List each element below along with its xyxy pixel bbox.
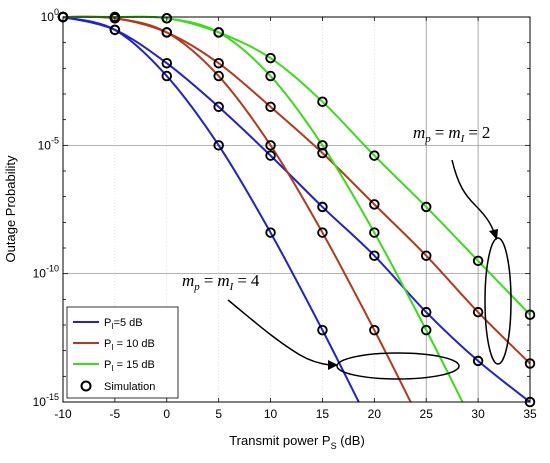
simulation-point [265, 70, 276, 82]
simulation-point [161, 70, 173, 82]
x-tick-label: 20 [368, 407, 382, 421]
annotation-m2: mp = mI = 2 [413, 123, 512, 365]
y-tick-label: 10-10 [33, 264, 59, 281]
simulation-point [109, 24, 121, 36]
simulation-point [472, 255, 484, 267]
x-tick-label: 10 [264, 407, 278, 421]
legend-item-pi-5: PI=5 dB [73, 317, 143, 331]
annotation-m4-arrowhead [328, 360, 338, 370]
simulation-point [472, 355, 484, 367]
simulation-point [161, 27, 173, 38]
x-tick-label: 30 [471, 407, 485, 421]
annotation-m2-arrowhead [489, 229, 498, 240]
x-tick-label: 5 [215, 407, 222, 421]
x-tick-label: 15 [316, 407, 330, 421]
simulation-point [369, 227, 380, 238]
x-axis-label: Transmit power PS (dB) [229, 433, 365, 451]
svg-text:Simulation: Simulation [104, 381, 155, 393]
simulation-point [420, 250, 432, 261]
y-axis-label: Outage Probability [3, 155, 18, 262]
simulation-point [265, 150, 276, 161]
simulation-point [420, 201, 432, 213]
simulation-point [161, 57, 173, 69]
simulation-point [317, 324, 328, 336]
simulation-point [472, 306, 484, 318]
plot-frame [62, 16, 531, 403]
simulation-point [317, 140, 328, 151]
grid-lines [63, 17, 530, 402]
svg-text:PI = 10 dB: PI = 10 dB [104, 338, 155, 352]
x-tick-label: -5 [110, 407, 121, 421]
legend-item-pi-15: PI = 15 dB [73, 359, 155, 373]
y-tick-label: 100 [41, 7, 59, 24]
y-axis-ticks: 100 10-5 10-10 10-15 [33, 7, 530, 409]
simulation-point [265, 52, 276, 64]
x-tick-label: 25 [420, 407, 434, 421]
simulation-point [317, 201, 328, 213]
x-tick-label: 35 [523, 407, 537, 421]
simulation-point [213, 27, 224, 38]
simulation-point [317, 96, 328, 107]
simulation-point [213, 101, 224, 113]
simulation-point [369, 250, 380, 261]
x-tick-label: 0 [163, 407, 170, 421]
annotation-m4-ellipse [336, 352, 460, 380]
legend-marker-simulation [80, 380, 92, 392]
simulation-point [265, 140, 276, 151]
simulation-point [420, 306, 432, 318]
y-tick-label: 10-5 [38, 135, 59, 152]
series-line-4 [62, 15, 412, 403]
simulation-point [213, 70, 224, 82]
legend-item-simulation: Simulation [80, 380, 155, 393]
svg-text:PI=5 dB: PI=5 dB [104, 317, 143, 331]
simulation-point [213, 57, 224, 69]
series-line-0 [62, 16, 531, 403]
x-tick-label: -10 [54, 407, 72, 421]
legend-item-pi-10: PI = 10 dB [73, 338, 155, 352]
annotation-m4: mp = mI = 4 [182, 271, 460, 380]
simulation-point [420, 324, 432, 336]
svg-text:mp=mI=4: mp = mI = 4 [182, 271, 260, 293]
simulation-point [317, 227, 328, 238]
legend: PI=5 dB PI = 10 dB PI = 15 dB Simulation [66, 306, 179, 399]
svg-text:mp=mI=2: mp = mI = 2 [413, 123, 490, 145]
simulation-point [213, 140, 224, 151]
annotation-m2-arrow [451, 159, 495, 233]
simulation-point [265, 101, 276, 113]
annotation-m2-ellipse [484, 237, 512, 365]
y-tick-label: 10-15 [33, 392, 59, 409]
simulation-point [369, 199, 380, 210]
simulation-point [369, 150, 380, 161]
x-axis-ticks: -10 -5 0 5 10 15 20 25 30 35 [54, 17, 537, 421]
svg-text:PI = 15 dB: PI = 15 dB [104, 359, 155, 373]
simulation-point [161, 13, 173, 24]
simulation-point [265, 227, 276, 238]
simulation-point [369, 324, 380, 336]
annotation-m4-arrow [227, 299, 331, 366]
